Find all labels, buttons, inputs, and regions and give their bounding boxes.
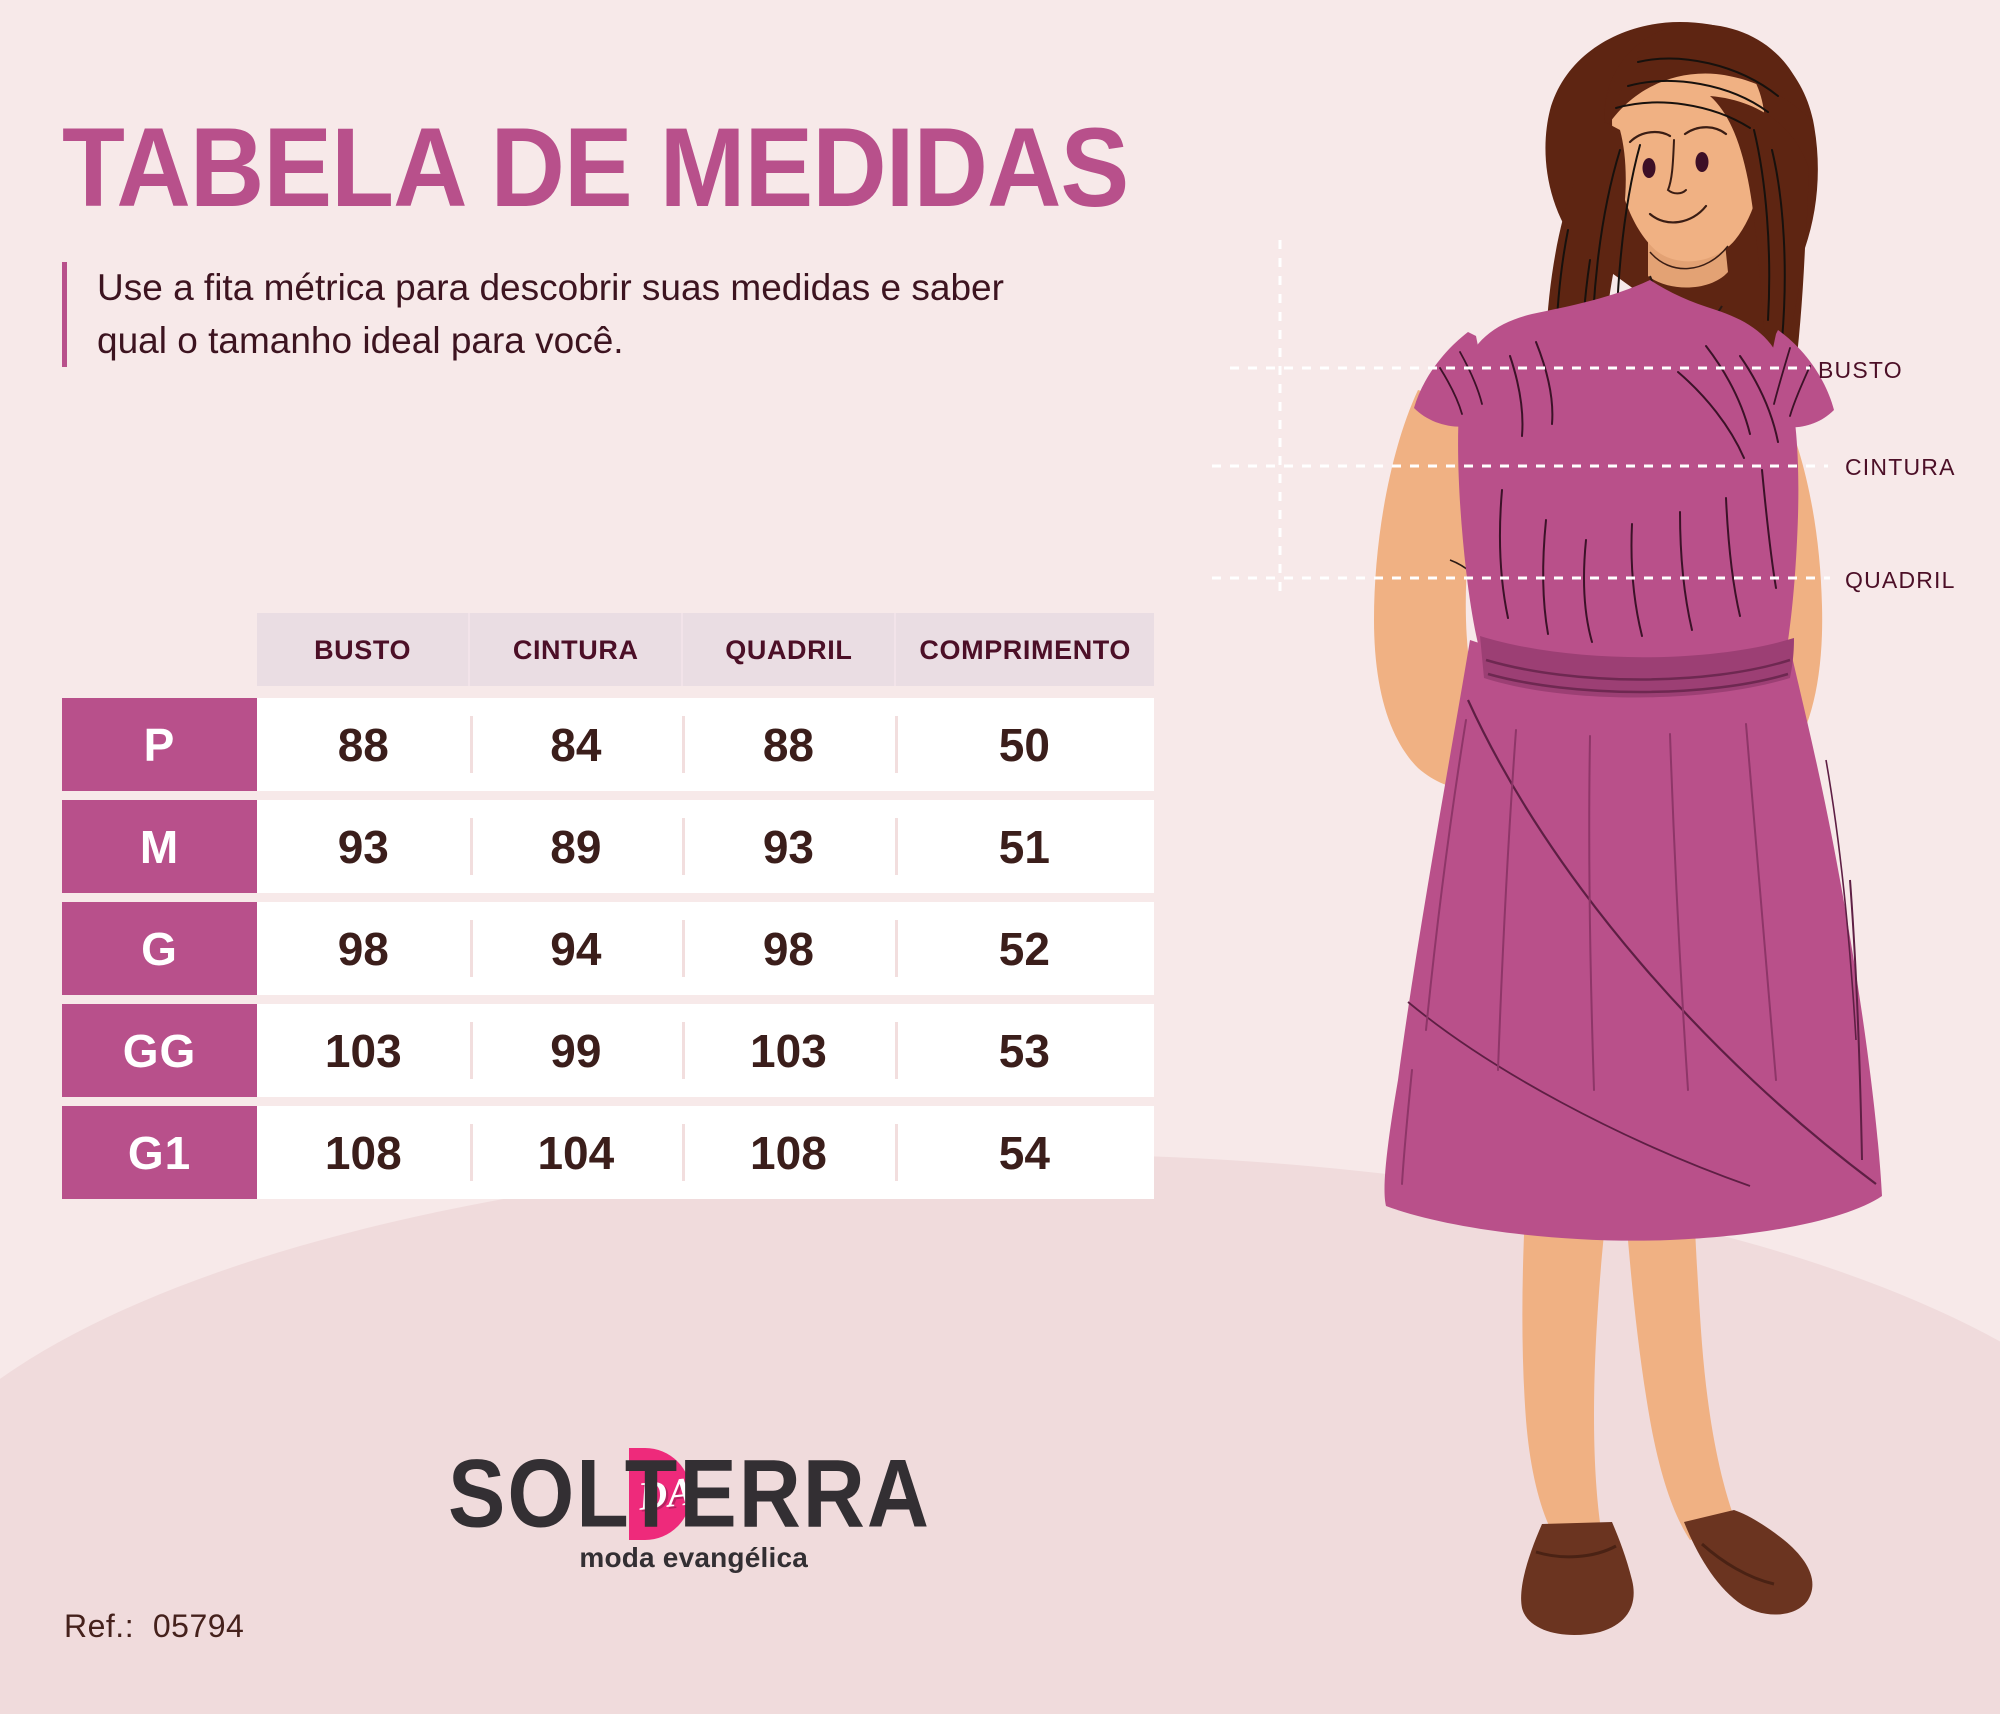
cell-quadril: 88: [682, 698, 895, 791]
logo-text-sol: SOL: [448, 1440, 631, 1548]
cell-cintura: 89: [469, 800, 683, 893]
eyebrow-left: [1628, 130, 1672, 144]
skirt-wrap-diagonal: [1466, 699, 1877, 1185]
column-header-cintura: CINTURA: [470, 613, 684, 686]
logo-text-terra: TERRA: [624, 1440, 932, 1548]
column-header-comprimento: COMPRIMENTO: [896, 613, 1155, 686]
dress-waistband: [1480, 636, 1794, 698]
skirt-right-seam-2: [1825, 759, 1857, 1041]
cell-comprimento: 51: [894, 800, 1154, 893]
arm-left: [1374, 390, 1514, 790]
brand-logo: SOL DA TERRA moda evangélica: [448, 1440, 929, 1578]
table-row: GG 103 99 103 53: [62, 1004, 1154, 1097]
cell-busto: 98: [337, 922, 389, 975]
model-illustration: [1150, 0, 2000, 1714]
eye-right: [1695, 152, 1709, 172]
cell-comprimento: 50: [894, 698, 1154, 791]
measurement-label-quadril: QUADRIL: [1845, 567, 1956, 593]
shoe-left-seam: [1535, 1544, 1617, 1559]
cell-busto: 108: [324, 1126, 402, 1179]
row-values: 98 94 98 52: [257, 902, 1154, 995]
row-values: 88 84 88 50: [257, 698, 1154, 791]
table-row: P 88 84 88 50: [62, 698, 1154, 791]
size-table: BUSTO CINTURA QUADRIL COMPRIMENTO P 88 8…: [62, 613, 1155, 1208]
row-values: 93 89 93 51: [257, 800, 1154, 893]
table-header-row: BUSTO CINTURA QUADRIL COMPRIMENTO: [257, 613, 1155, 686]
cell-comprimento: 52: [894, 902, 1154, 995]
measurement-label-busto: BUSTO: [1818, 357, 1903, 383]
hair-top: [1604, 24, 1809, 130]
size-label-m: M: [62, 800, 257, 893]
table-row: M 93 89 93 51: [62, 800, 1154, 893]
cell-cintura: 84: [469, 698, 683, 791]
measurement-label-cintura: CINTURA: [1845, 454, 1956, 480]
subtitle-block: Use a fita métrica para descobrir suas m…: [62, 262, 1027, 368]
shoe-right-seam: [1700, 1542, 1775, 1586]
waist-line-2: [1487, 672, 1789, 694]
logo-tagline: moda evangélica: [579, 1542, 808, 1573]
sleeve-left: [1414, 332, 1492, 427]
eye-left: [1642, 158, 1656, 178]
cell-cintura: 99: [469, 1004, 683, 1097]
hair-part: [1604, 52, 1650, 136]
cell-quadril: 98: [682, 902, 895, 995]
cell-busto: 93: [337, 820, 389, 873]
table-row: G1 108 104 108 54: [62, 1106, 1154, 1199]
cell-cintura: 104: [469, 1106, 683, 1199]
mouth: [1648, 204, 1708, 224]
sleeve-fold-lines: [1439, 347, 1811, 417]
dress-bodice: [1458, 280, 1799, 694]
sleeve-right: [1760, 330, 1834, 428]
skirt-right-seam: [1849, 879, 1863, 1161]
size-label-g1: G1: [62, 1106, 257, 1199]
leg-right: [1622, 1160, 1738, 1540]
cell-cintura: 94: [469, 902, 683, 995]
face: [1612, 42, 1765, 262]
column-header-quadril: QUADRIL: [683, 613, 897, 686]
waist-line-1: [1485, 658, 1791, 681]
skirt-wrap-diagonal-2: [1407, 1001, 1751, 1187]
column-header-busto: BUSTO: [257, 613, 471, 686]
cell-comprimento: 53: [894, 1004, 1154, 1097]
dress-skirt: [1384, 640, 1882, 1241]
row-values: 108 104 108 54: [257, 1106, 1154, 1199]
table-body: P 88 84 88 50 M 93 89 93 51 G 98 94 98: [62, 698, 1154, 1199]
size-label-gg: GG: [62, 1004, 257, 1097]
jawline: [1649, 245, 1729, 270]
leg-left: [1522, 1160, 1614, 1536]
cell-quadril: 93: [682, 800, 895, 893]
shoe-right: [1684, 1510, 1813, 1615]
cell-quadril: 103: [682, 1004, 895, 1097]
skirt-fold-lines: [1401, 719, 1777, 1185]
reference-code: Ref.: 05794: [64, 1608, 245, 1644]
eyebrow-right: [1683, 126, 1728, 136]
cell-busto: 103: [324, 1024, 402, 1077]
cell-quadril: 108: [682, 1106, 895, 1199]
subtitle-accent-bar: [62, 262, 67, 368]
row-values: 103 99 103 53: [257, 1004, 1154, 1097]
measurement-guides: [1212, 240, 1830, 600]
subtitle-text: Use a fita métrica para descobrir suas m…: [97, 267, 1004, 361]
logo-wordmark: SOL DA TERRA: [448, 1440, 929, 1548]
size-label-p: P: [62, 698, 257, 791]
nose: [1666, 139, 1687, 195]
size-label-g: G: [62, 902, 257, 995]
cell-comprimento: 54: [894, 1106, 1154, 1199]
cell-busto: 88: [337, 718, 389, 771]
table-row: G 98 94 98 52: [62, 902, 1154, 995]
page-title: TABELA DE MEDIDAS: [62, 105, 1129, 230]
shoe-left: [1521, 1522, 1634, 1635]
